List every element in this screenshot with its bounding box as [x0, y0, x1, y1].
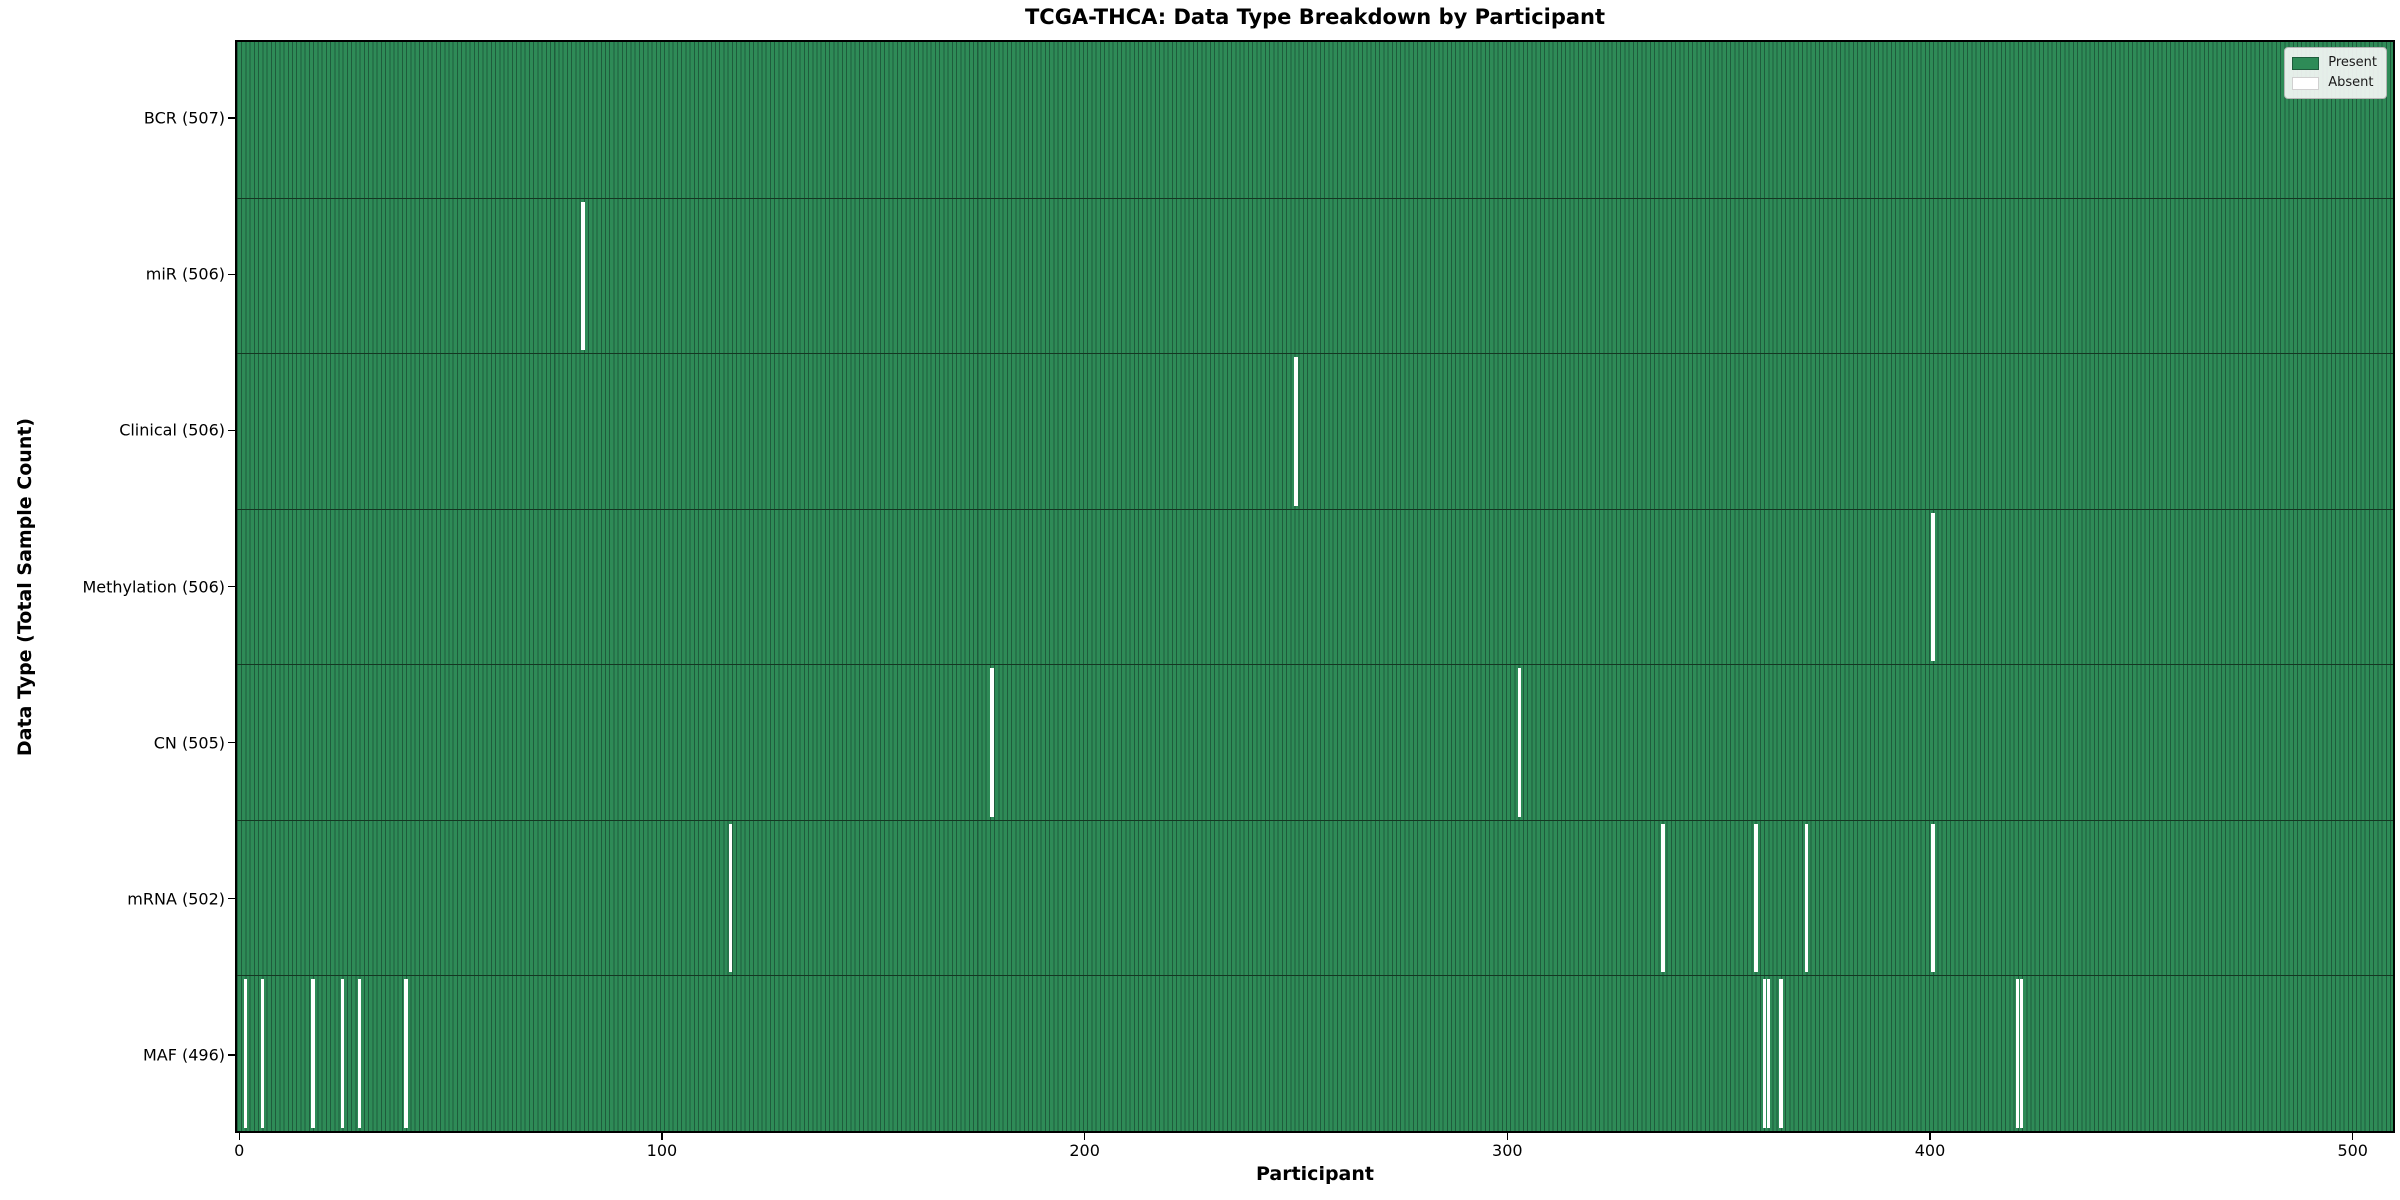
- x-tick-label: 200: [1069, 1141, 1100, 1160]
- y-tick-label: BCR (507): [143, 108, 225, 128]
- row-band-cn: [237, 664, 2393, 820]
- x-axis-label: Participant: [1255, 1163, 1374, 1185]
- absent-marker: [1517, 668, 1522, 817]
- x-tick-mark: [2352, 1133, 2354, 1140]
- absent-marker: [1661, 823, 1665, 973]
- legend-swatch-absent-icon: [2292, 76, 2320, 90]
- row-band-bcr: [237, 42, 2393, 198]
- absent-marker: [581, 201, 585, 351]
- absent-marker: [340, 979, 345, 1128]
- y-tick-label: MAF (496): [142, 1045, 225, 1065]
- absent-marker: [260, 979, 265, 1128]
- legend-swatch-present-icon: [2292, 56, 2320, 70]
- x-tick-mark: [1506, 1133, 1509, 1140]
- y-tick-label: miR (506): [145, 264, 225, 284]
- x-tick-mark: [1929, 1133, 1931, 1140]
- y-tick-label: mRNA (502): [127, 889, 225, 909]
- legend-entry-present: Present: [2292, 53, 2377, 73]
- x-tick-label: 0: [234, 1141, 245, 1160]
- absent-marker: [728, 823, 733, 973]
- x-tick-mark: [661, 1133, 663, 1140]
- absent-marker: [243, 979, 248, 1128]
- absent-marker: [1931, 823, 1935, 973]
- absent-marker: [1762, 979, 1767, 1128]
- x-tick-mark: [1083, 1133, 1086, 1140]
- absent-marker: [2015, 979, 2020, 1128]
- legend-entry-absent: Absent: [2292, 73, 2377, 93]
- y-tick-label: CN (505): [153, 733, 225, 753]
- y-tick-mark: [228, 898, 235, 900]
- row-band-maf: [237, 975, 2393, 1131]
- legend: Present Absent: [2284, 47, 2387, 99]
- row-band-mrna: [237, 819, 2393, 976]
- legend-label-absent: Absent: [2328, 75, 2374, 90]
- y-tick-label: Methylation (506): [82, 577, 225, 596]
- y-tick-mark: [228, 741, 235, 744]
- row-band-clinical: [237, 353, 2393, 509]
- absent-marker: [2019, 979, 2024, 1128]
- absent-marker: [1804, 823, 1809, 973]
- x-tick-label: 300: [1492, 1141, 1523, 1160]
- absent-marker: [1766, 979, 1771, 1128]
- row-band-methylation: [237, 508, 2393, 665]
- x-tick-label: 400: [1914, 1141, 1946, 1160]
- x-tick-mark: [238, 1133, 240, 1140]
- plot-area: Present Absent: [235, 40, 2395, 1133]
- y-tick-mark: [228, 1054, 235, 1056]
- y-tick-mark: [228, 429, 235, 432]
- absent-marker: [1754, 823, 1758, 973]
- y-tick-mark: [228, 117, 235, 119]
- x-tick-label: 500: [2337, 1141, 2368, 1160]
- y-tick-label: Clinical (506): [119, 420, 225, 440]
- y-tick-mark: [228, 273, 235, 275]
- legend-label-present: Present: [2328, 55, 2377, 70]
- absent-marker: [357, 979, 362, 1128]
- y-tick-mark: [228, 585, 235, 588]
- row-band-mir: [237, 197, 2393, 354]
- absent-marker: [311, 979, 315, 1128]
- absent-marker: [1294, 357, 1298, 506]
- x-tick-label: 100: [646, 1141, 678, 1160]
- absent-marker: [403, 979, 408, 1128]
- absent-marker: [1931, 512, 1935, 662]
- absent-marker: [990, 668, 994, 817]
- absent-marker: [1779, 979, 1783, 1128]
- chart-title: TCGA-THCA: Data Type Breakdown by Partic…: [1024, 5, 1606, 29]
